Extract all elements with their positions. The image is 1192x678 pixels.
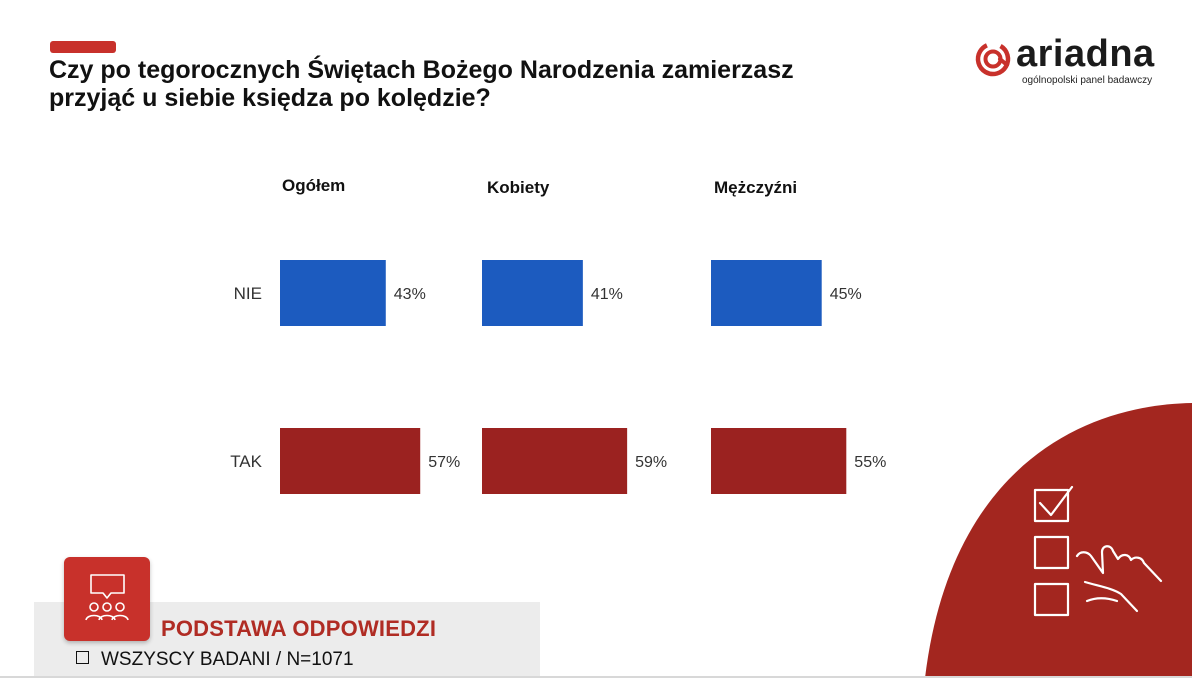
bar (280, 428, 421, 494)
basis-line: WSZYSCY BADANI / N=1071 (76, 649, 354, 671)
audience-chat-icon (85, 574, 129, 621)
bar (711, 428, 847, 494)
bar (280, 260, 386, 326)
basis-text: WSZYSCY BADANI / N=1071 (101, 649, 354, 670)
value-label: 59% (635, 454, 667, 471)
category-label: TAK (230, 452, 262, 471)
value-label: 41% (591, 286, 623, 303)
group-title: Mężczyźni (714, 178, 797, 197)
page-title: Czy po tegorocznych Świętach Bożego Naro… (49, 56, 909, 112)
bar (482, 428, 628, 494)
group-title: Kobiety (487, 178, 550, 197)
value-label: 57% (428, 454, 460, 471)
title-accent-bar (50, 41, 116, 53)
bar (482, 260, 583, 326)
bar (711, 260, 822, 326)
checkbox-bullet-icon (76, 651, 89, 664)
value-label: 55% (854, 454, 886, 471)
logo-tagline: ogólnopolski panel badawczy (1022, 75, 1153, 86)
basis-icon-tile (64, 557, 150, 641)
basis-title: PODSTAWA ODPOWIEDZI (161, 616, 437, 641)
bottom-divider (0, 676, 1192, 678)
title-line-2: przyjąć u siebie księdza po kolędzie? (49, 84, 491, 112)
value-label: 43% (394, 286, 426, 303)
title-line-1: Czy po tegorocznych Świętach Bożego Naro… (49, 56, 794, 84)
ariadna-spiral-icon (975, 41, 1011, 77)
ariadna-logo: ariadna ogólnopolski panel badawczy (974, 33, 1164, 90)
group-title: Ogółem (282, 176, 345, 195)
value-label: 45% (830, 286, 862, 303)
category-label: NIE (234, 284, 262, 303)
logo-wordmark: ariadna (1016, 33, 1155, 75)
